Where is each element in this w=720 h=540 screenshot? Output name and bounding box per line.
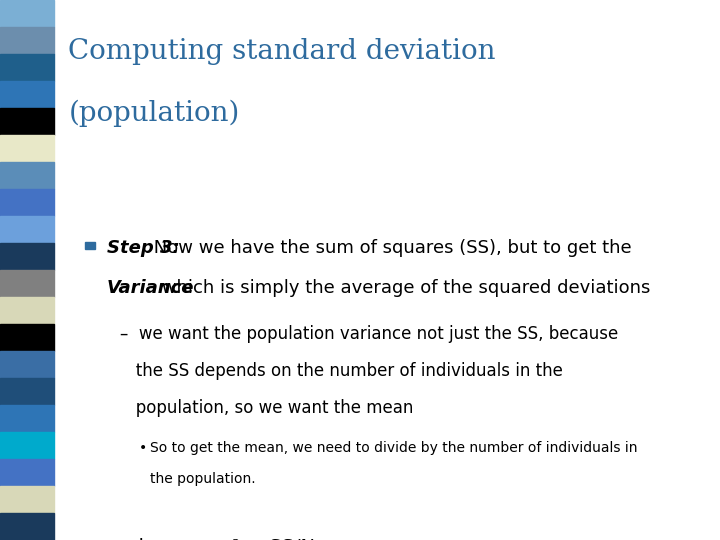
Bar <box>0 324 54 351</box>
Bar <box>0 189 54 216</box>
Bar <box>85 242 95 249</box>
Bar <box>0 270 54 297</box>
Bar <box>0 378 54 405</box>
Bar <box>0 513 54 540</box>
Text: Computing standard deviation: Computing standard deviation <box>68 38 496 65</box>
Text: So to get the mean, we need to divide by the number of individuals in: So to get the mean, we need to divide by… <box>150 441 637 455</box>
Text: Variance: Variance <box>107 279 194 297</box>
Text: the SS depends on the number of individuals in the: the SS depends on the number of individu… <box>120 362 562 380</box>
Bar <box>0 54 54 81</box>
Text: Now we have the sum of squares (SS), but to get the: Now we have the sum of squares (SS), but… <box>148 239 632 256</box>
Bar <box>0 216 54 243</box>
Text: population, so we want the mean: population, so we want the mean <box>120 399 413 416</box>
Bar <box>0 351 54 378</box>
Bar <box>0 27 54 54</box>
Text: •: • <box>139 441 147 455</box>
Bar <box>0 0 54 27</box>
Bar <box>0 486 54 513</box>
Text: (population): (population) <box>68 100 240 127</box>
Bar <box>0 162 54 189</box>
Bar <box>0 432 54 459</box>
Bar <box>0 135 54 162</box>
Text: variance = σ² = SS/N: variance = σ² = SS/N <box>107 538 315 540</box>
Text: –  we want the population variance not just the SS, because: – we want the population variance not ju… <box>120 325 618 343</box>
Text: Step 3:: Step 3: <box>107 239 179 256</box>
Bar <box>0 243 54 270</box>
Bar <box>0 459 54 486</box>
Text: the population.: the population. <box>150 472 256 486</box>
Bar <box>0 81 54 108</box>
Bar <box>0 108 54 135</box>
Text: which is simply the average of the squared deviations: which is simply the average of the squar… <box>156 279 650 297</box>
Bar <box>0 297 54 324</box>
Bar <box>0 405 54 432</box>
